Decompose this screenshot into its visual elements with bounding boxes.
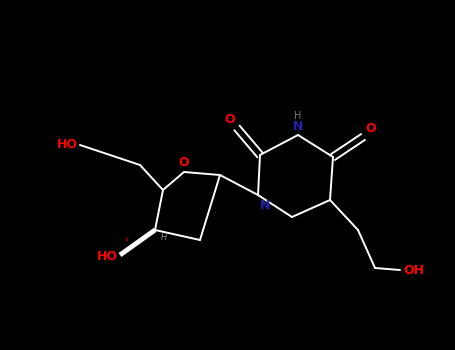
Text: OH: OH xyxy=(403,264,424,276)
Text: HO: HO xyxy=(57,139,78,152)
Text: O: O xyxy=(179,156,189,169)
Text: °: ° xyxy=(124,238,128,247)
Text: O: O xyxy=(365,122,376,135)
Text: H: H xyxy=(161,233,167,242)
Text: HO: HO xyxy=(97,251,118,264)
Text: O: O xyxy=(224,113,235,126)
Text: N: N xyxy=(260,199,270,212)
Text: N: N xyxy=(293,120,303,133)
Text: H: H xyxy=(294,111,302,121)
